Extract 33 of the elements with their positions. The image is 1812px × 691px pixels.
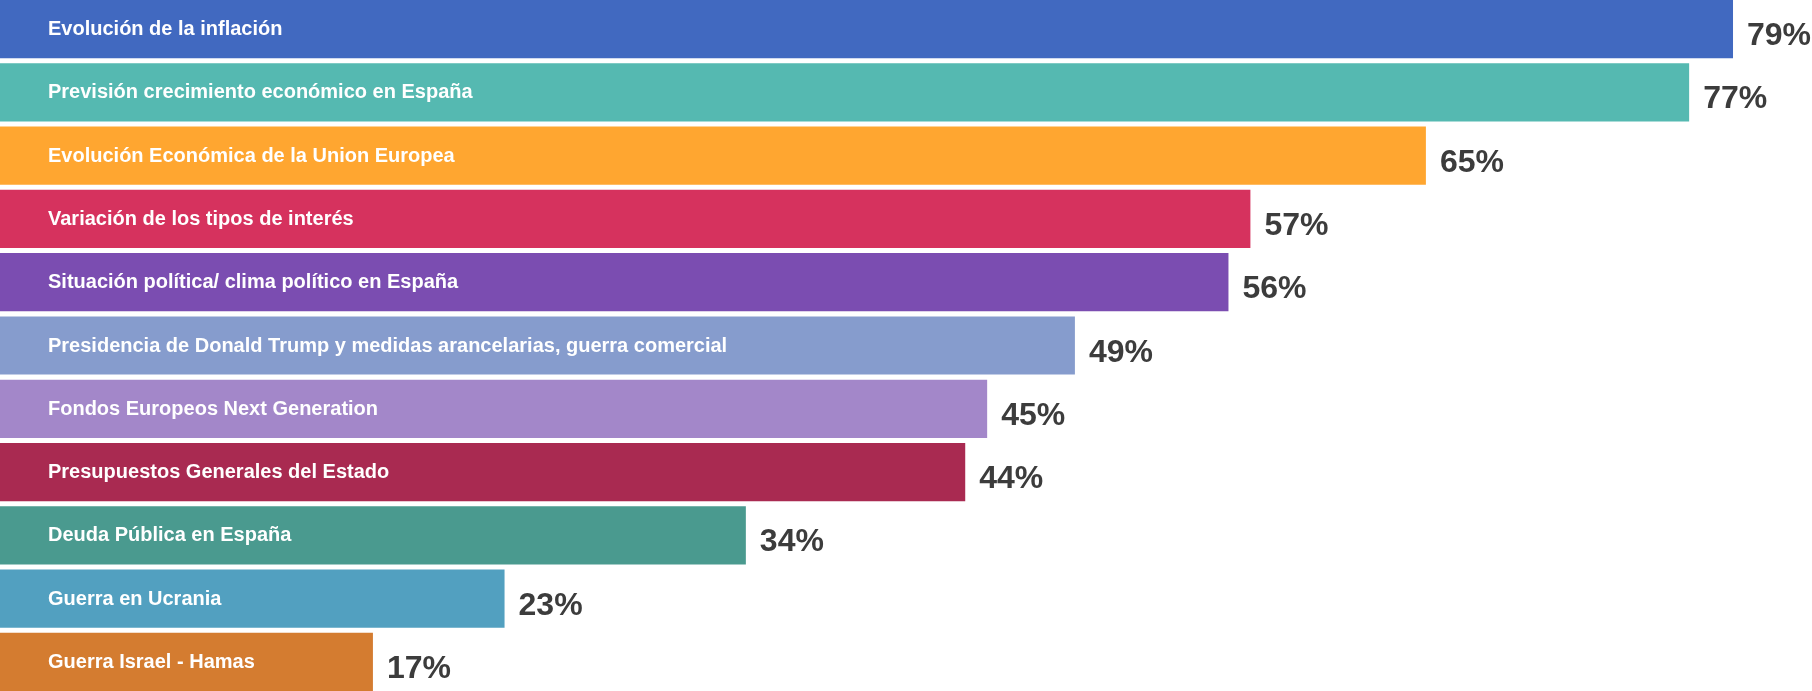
bar	[0, 0, 1734, 59]
bar	[0, 506, 746, 565]
data-label: 44%	[979, 459, 1044, 496]
y-tick-label: Variación de los tipos de interés	[48, 206, 354, 229]
y-tick-label: Presidencia de Donald Trump y medidas arancelarias, guerra comercial	[48, 333, 728, 356]
bar	[0, 253, 1229, 312]
bar	[0, 569, 505, 628]
y-tick-label: Guerra Israel - Hamas	[48, 649, 255, 672]
bar	[0, 189, 1251, 249]
y-tick-label: Guerra en Ucrania	[48, 586, 223, 609]
y-tick-label: Fondos Europeos Next Generation	[48, 396, 379, 419]
data-label: 65%	[1439, 142, 1504, 179]
bar	[0, 316, 1075, 375]
bar	[0, 442, 966, 502]
bar	[0, 632, 373, 691]
data-label: 49%	[1088, 332, 1153, 369]
y-tick-label: Situación política/ clima político en España	[48, 270, 459, 293]
data-label: 17%	[386, 648, 451, 685]
y-tick-label: Evolución de la inflación	[48, 17, 283, 40]
y-tick-label: Deuda Pública en España	[48, 523, 293, 546]
data-label: 23%	[518, 585, 583, 622]
bar	[0, 63, 1690, 122]
data-label: 77%	[1703, 79, 1768, 116]
y-tick-label: Previsión crecimiento económico en España	[48, 80, 474, 103]
data-label: 56%	[1242, 269, 1307, 306]
y-tick-label: Evolución Económica de la Union Europea	[48, 143, 456, 166]
bar	[0, 379, 988, 438]
data-label: 45%	[1001, 395, 1066, 432]
data-label: 79%	[1747, 16, 1812, 53]
bar	[0, 126, 1426, 185]
data-label: 34%	[759, 522, 824, 559]
data-label: 57%	[1264, 205, 1329, 242]
y-tick-label: Presupuestos Generales del Estado	[48, 460, 390, 483]
